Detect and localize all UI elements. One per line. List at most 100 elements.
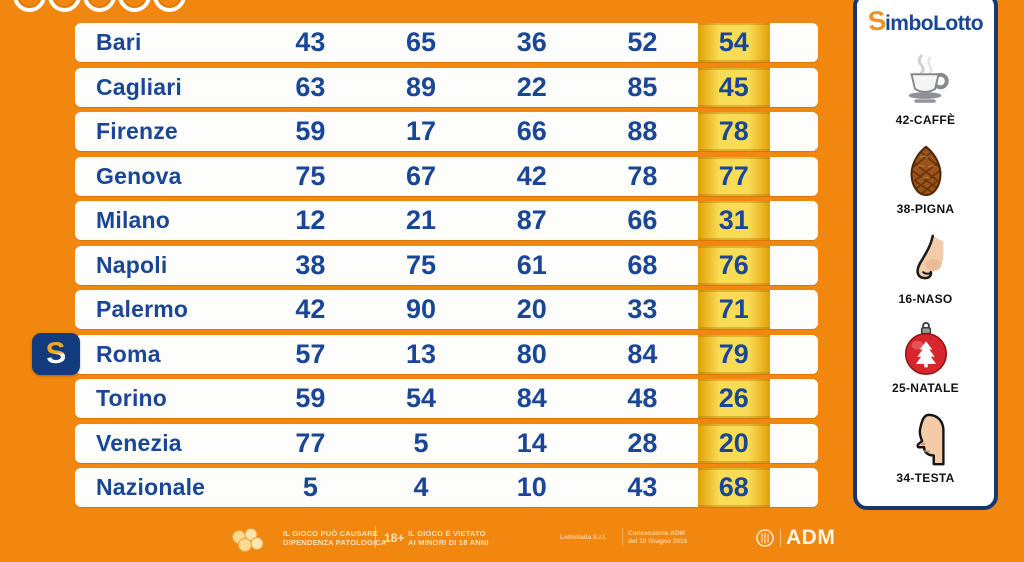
fifth-number-highlighted: 26 [697, 379, 770, 418]
coffee-icon [908, 53, 949, 103]
drawn-number: 68 [627, 249, 658, 280]
footer-divider [375, 526, 376, 548]
table-row: Firenze 59 17 66 88 78 [75, 112, 818, 151]
row-end-cap [769, 112, 818, 151]
drawn-number: 5 [302, 472, 318, 502]
symbol-label: 25-NATALE [892, 381, 959, 395]
fifth-number-highlighted: 54 [697, 23, 770, 62]
wheel-name: Palermo [96, 296, 189, 322]
footer-divider [622, 528, 623, 546]
row-end-cap [769, 245, 818, 285]
simbolotto-logo: S imboLotto [866, 5, 984, 37]
drawn-number: 42 [295, 294, 326, 324]
company-name: Lottoitalia S.r.l. [560, 534, 607, 541]
drawn-number: 52 [627, 27, 658, 57]
drawn-number: 38 [295, 249, 326, 280]
head-icon [915, 413, 945, 465]
gioco-del-lotto-logo-icon [232, 528, 264, 552]
drawn-number: 10 [516, 472, 547, 502]
ball-icon [118, 0, 151, 12]
drawn-number: 5 [413, 427, 429, 458]
drawn-number: 61 [516, 249, 547, 280]
drawn-number: 59 [295, 383, 326, 413]
drawn-number: 54 [406, 383, 437, 413]
fifth-number-highlighted: 78 [697, 112, 770, 151]
wheel-name: Torino [96, 385, 168, 411]
fifth-number-highlighted: 79 [697, 334, 770, 374]
row-end-cap [769, 67, 818, 107]
drawn-number: 66 [516, 116, 547, 146]
drawn-number: 67 [406, 160, 437, 191]
symbol-label: 42-CAFFÈ [895, 112, 956, 127]
decorative-balls [13, 0, 186, 12]
drawn-number: 48 [627, 383, 658, 413]
table-row: Napoli 38 75 61 68 76 [75, 245, 818, 285]
wheel-name: Bari [96, 29, 142, 55]
drawn-number: 78 [627, 160, 658, 191]
row-end-cap [769, 468, 818, 507]
drawn-number: 84 [627, 338, 658, 369]
drawn-number: 43 [295, 27, 326, 57]
pinecone-icon [910, 145, 941, 197]
fifth-number-highlighted: 68 [697, 468, 770, 507]
wheel-name: Napoli [96, 251, 168, 278]
drawn-number: 77 [295, 427, 326, 458]
badge-s-icon: S [44, 336, 68, 371]
drawn-number: 80 [516, 338, 547, 369]
wheel-name: Roma [96, 340, 161, 367]
table-row: Venezia 77 5 14 28 20 [75, 423, 818, 463]
warning-pathological-text: IL GIOCO PUÒ CAUSARE DIPENDENZA PATOLOGI… [283, 529, 387, 547]
table-row: Nazionale 5 4 10 43 68 [75, 468, 818, 507]
drawn-number: 63 [295, 71, 326, 102]
christmas-ball-icon [904, 321, 947, 375]
wheel-name: Cagliari [96, 73, 182, 100]
footer-bar: IL GIOCO PUÒ CAUSARE DIPENDENZA PATOLOGI… [0, 518, 1024, 562]
drawn-number: 59 [295, 116, 326, 146]
drawn-number: 90 [406, 294, 437, 324]
fifth-number-highlighted: 77 [697, 156, 770, 196]
drawn-number: 57 [295, 338, 326, 369]
symbol-label: 16-NASO [898, 291, 953, 306]
drawn-number: 21 [406, 205, 437, 235]
ball-icon [153, 0, 186, 12]
row-end-cap [769, 201, 818, 240]
drawn-number: 4 [413, 472, 429, 502]
row-end-cap [769, 156, 818, 196]
drawn-number: 43 [627, 472, 658, 502]
table-row: Cagliari 63 89 22 85 45 [75, 67, 818, 107]
concession-text: Concessione ADM del 10 Giugno 2016 [628, 530, 688, 545]
drawn-number: 85 [627, 71, 658, 102]
logo-text: imboLotto [884, 12, 984, 35]
fifth-number-highlighted: 31 [697, 201, 770, 240]
drawn-number: 84 [516, 383, 547, 413]
drawn-number: 28 [627, 427, 658, 458]
drawn-number: 17 [406, 116, 437, 146]
adm-logo: ADM [755, 526, 835, 550]
age-18-badge: 18+ [384, 531, 405, 545]
fifth-number-highlighted: 71 [697, 290, 770, 329]
drawn-number: 65 [406, 27, 437, 57]
table-row: Genova 75 67 42 78 77 [75, 156, 818, 196]
row-end-cap [769, 23, 818, 62]
ball-icon [48, 0, 81, 12]
table-row: Milano 12 21 87 66 31 [75, 201, 818, 240]
row-end-cap [769, 290, 818, 329]
nose-icon [915, 234, 943, 279]
drawn-number: 14 [516, 427, 547, 458]
wheel-name: Genova [96, 162, 182, 189]
symbol-list: 42-CAFFÈ 38-PIGNA 16-NASO [857, 37, 994, 506]
row-end-cap [769, 379, 818, 418]
drawn-number: 20 [516, 294, 547, 324]
symbol-pigna: 38-PIGNA [897, 142, 955, 216]
row-end-cap [769, 423, 818, 463]
symbol-label: 38-PIGNA [896, 202, 955, 216]
drawn-number: 87 [516, 205, 547, 235]
drawn-number: 36 [516, 27, 547, 57]
drawn-number: 33 [627, 294, 658, 324]
simbolotto-roma-badge: S [32, 333, 80, 375]
drawn-number: 88 [627, 116, 658, 146]
drawn-number: 89 [406, 71, 437, 102]
logo-s-icon: S [866, 5, 888, 37]
symbol-label: 34-TESTA [896, 470, 955, 485]
